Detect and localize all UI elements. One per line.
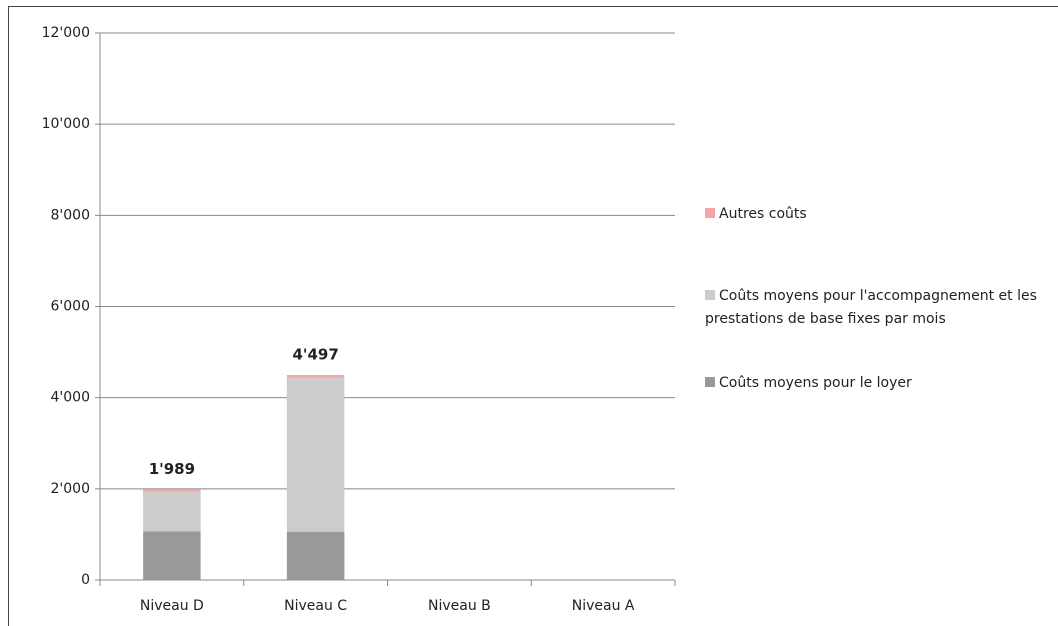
x-tick-label: Niveau D	[140, 598, 204, 614]
legend-swatch	[705, 290, 715, 300]
x-tick-label: Niveau A	[572, 598, 635, 614]
legend-label: Coûts moyens pour le loyer	[719, 375, 912, 391]
y-tick-label: 10'000	[42, 116, 90, 132]
legend-entry: Coûts moyens pour l'accompagnement et le…	[705, 285, 1045, 331]
legend-entry: Autres coûts	[705, 203, 1045, 226]
bar-segment	[143, 531, 201, 580]
bar-segment	[286, 375, 345, 378]
x-tick-label: Niveau C	[284, 598, 347, 614]
total-label: 1'989	[149, 460, 195, 478]
y-tick-label: 4'000	[51, 390, 90, 406]
legend-label: Autres coûts	[719, 206, 807, 222]
legend-entry: Coûts moyens pour le loyer	[705, 372, 1045, 395]
bar-segment	[286, 531, 345, 580]
bar-segment	[286, 377, 345, 532]
y-tick-label: 12'000	[42, 25, 90, 41]
y-tick-label: 2'000	[51, 481, 90, 497]
legend-swatch	[705, 377, 715, 387]
x-tick-label: Niveau B	[428, 598, 491, 614]
y-tick-label: 8'000	[51, 207, 90, 223]
legend-label: Coûts moyens pour l'accompagnement et le…	[705, 288, 1037, 327]
frame	[8, 6, 1058, 626]
y-tick-label: 6'000	[51, 299, 90, 315]
y-tick-label: 0	[81, 572, 90, 588]
legend-swatch	[705, 208, 715, 218]
bar-segment	[143, 489, 201, 492]
bar-segment	[143, 491, 201, 532]
total-label: 4'497	[292, 346, 338, 364]
